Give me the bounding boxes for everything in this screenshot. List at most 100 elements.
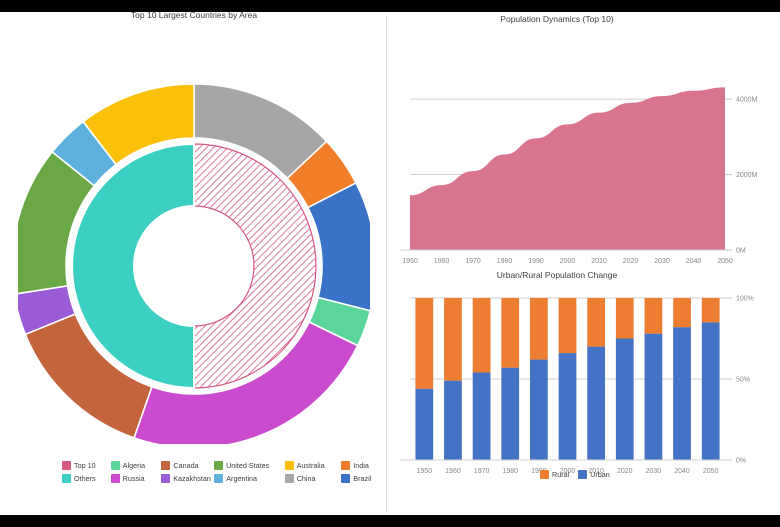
legend-swatch [214, 474, 224, 483]
legend-swatch [161, 461, 171, 470]
donut-legend-row-2: Others Russia Kazakhstan Argentina China Braz… [62, 472, 382, 485]
area-xtick-label: 2050 [717, 258, 733, 265]
bar-legend-item-rural[interactable]: Rural [540, 470, 569, 479]
donut-inner-slice-others[interactable] [71, 142, 195, 390]
legend-item-russia[interactable]: Russia [110, 474, 157, 483]
bar-segment-urban[interactable] [587, 346, 606, 460]
donut-inner-slice-top-10[interactable] [193, 143, 317, 389]
bar-segment-urban[interactable] [472, 372, 491, 460]
area-xtick-label: 2020 [623, 258, 639, 265]
legend-label: India [353, 461, 369, 470]
donut-outer-slice-brazil[interactable] [306, 181, 370, 312]
bar-segment-rural[interactable] [644, 298, 663, 334]
legend-item-brazil[interactable]: Brazil [341, 474, 377, 483]
area-chart-title: Population Dynamics (Top 10) [500, 14, 614, 24]
area-xtick-label: 1960 [434, 258, 450, 265]
legend-swatch [110, 461, 120, 470]
legend-label: Rural [552, 470, 570, 479]
bar-segment-urban[interactable] [415, 388, 434, 460]
bar-segment-rural[interactable] [444, 298, 462, 381]
area-xtick-label: 1970 [465, 258, 481, 265]
bar-segment-urban[interactable] [529, 359, 548, 460]
bar-segment-rural[interactable] [529, 298, 548, 360]
bar-segment-rural[interactable] [701, 298, 720, 323]
bar-xtick-label: 2010 [588, 468, 604, 475]
legend-item-algeria[interactable]: Algeria [110, 461, 157, 470]
donut-legend: Top 10 Algeria Canada United States Australi… [62, 459, 382, 485]
bar-segment-rural[interactable] [558, 298, 577, 354]
bar-segment-rural[interactable] [673, 298, 691, 328]
area-xtick-label: 2030 [654, 258, 670, 265]
donut-chart[interactable] [18, 74, 370, 444]
bar-ytick-label: 0% [736, 458, 746, 465]
legend-swatch [161, 474, 171, 483]
legend-label: Urban [590, 470, 610, 479]
legend-swatch [284, 461, 294, 470]
legend-item-india[interactable]: India [341, 461, 377, 470]
bar-xtick-label: 2050 [703, 468, 719, 475]
legend-label: United States [226, 461, 270, 470]
donut-chart-title: Top 10 Largest Countries by Area [130, 10, 258, 20]
legend-label: Canada [173, 461, 199, 470]
bar-xtick-label: 2020 [617, 468, 633, 475]
legend-item-canada[interactable]: Canada [161, 461, 209, 470]
bar-ytick-label: 100% [736, 296, 754, 303]
bar-segment-rural[interactable] [415, 298, 434, 389]
legend-item-argentina[interactable]: Argentina [214, 474, 279, 483]
legend-item-top-10[interactable]: Top 10 [62, 461, 106, 470]
bar-xtick-label: 1980 [502, 468, 518, 475]
legend-label: Argentina [226, 474, 258, 483]
legend-swatch [62, 461, 71, 470]
bar-segment-urban[interactable] [615, 338, 634, 461]
bar-chart[interactable]: 0% 50% 100% 1950 1960 1970 1980 1990 2000 2010 202… [392, 274, 780, 499]
bar-segment-rural[interactable] [587, 298, 606, 347]
legend-label: Brazil [353, 474, 372, 483]
bar-segment-rural[interactable] [501, 298, 520, 368]
bar-xtick-label: 1950 [417, 468, 433, 475]
legend-label: Australia [296, 461, 325, 470]
area-xtick-label: 2000 [560, 258, 576, 265]
legend-swatch [214, 461, 224, 470]
legend-swatch [110, 474, 120, 483]
bar-legend: Rural Urban [540, 470, 619, 479]
legend-swatch [62, 474, 71, 483]
bar-segment-urban[interactable] [673, 327, 691, 460]
bar-segment-urban[interactable] [501, 367, 520, 460]
bar-xtick-label: 2000 [560, 468, 576, 475]
donut-legend-row-1: Top 10 Algeria Canada United States Australi… [62, 459, 382, 472]
legend-label: Top 10 [74, 461, 96, 470]
legend-item-china[interactable]: China [284, 474, 337, 483]
report-canvas: Top 10 Largest Countries by Area Top 10 A… [0, 10, 780, 515]
bar-chart-title: Urban/Rural Population Change [496, 270, 618, 280]
area-xtick-label: 1980 [497, 258, 513, 265]
bar-segment-rural[interactable] [615, 298, 634, 339]
bar-legend-item-urban[interactable]: Urban [578, 470, 610, 479]
bar-segment-urban[interactable] [644, 333, 663, 460]
area-chart[interactable]: 0M 2000M 4000M 1950 1960 1970 1980 1990 2000 2010… [392, 70, 780, 275]
area-xtick-label: 1950 [402, 258, 418, 265]
bar-segment-urban[interactable] [444, 380, 462, 460]
legend-swatch [578, 470, 588, 479]
bar-ytick-label: 50% [736, 377, 750, 384]
bar-segment-urban[interactable] [701, 322, 720, 460]
legend-swatch [284, 474, 294, 483]
legend-swatch [341, 461, 351, 470]
legend-item-others[interactable]: Others [62, 474, 106, 483]
legend-label: Algeria [122, 461, 146, 470]
bar-xtick-label: 1970 [474, 468, 490, 475]
bar-xtick-label: 2030 [646, 468, 662, 475]
legend-label: Russia [122, 474, 145, 483]
area-ytick-label: 4000M [736, 97, 758, 104]
legend-item-australia[interactable]: Australia [284, 461, 337, 470]
bar-segment-rural[interactable] [472, 298, 491, 373]
area-xtick-label: 2040 [686, 258, 702, 265]
legend-item-kazakhstan[interactable]: Kazakhstan [161, 474, 211, 483]
area-xtick-label: 2010 [591, 258, 607, 265]
bar-segment-urban[interactable] [558, 353, 577, 460]
area-series-population[interactable] [410, 87, 725, 251]
bar-xtick-label: 2040 [674, 468, 690, 475]
legend-item-united-states[interactable]: United States [214, 461, 280, 470]
donut-outer-slice-australia[interactable] [82, 83, 195, 166]
area-xtick-label: 1990 [528, 258, 544, 265]
